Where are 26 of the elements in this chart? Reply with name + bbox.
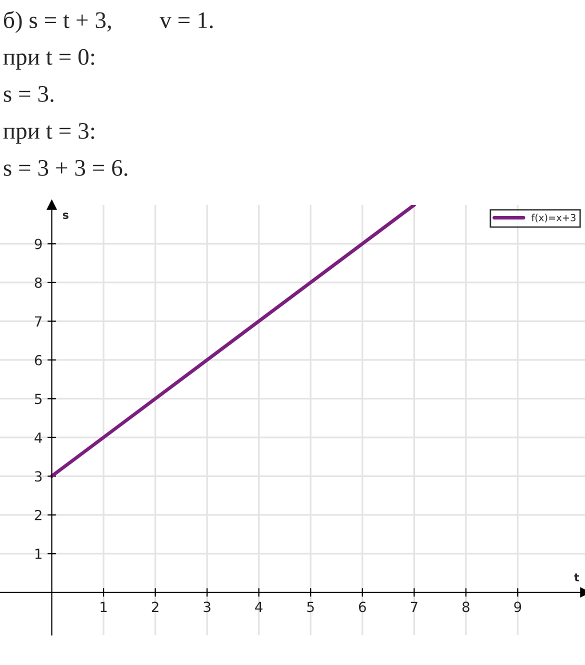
y-tick-label: 8 [34, 277, 42, 288]
y-axis-title: s [62, 212, 68, 220]
y-tick-label: 5 [34, 394, 42, 404]
y-tick-label: 4 [34, 432, 42, 443]
x-tick-label: 9 [514, 602, 522, 612]
x-tick-label: 8 [462, 602, 470, 612]
y-tick-label: 9 [34, 238, 42, 250]
y-tick-label: 2 [34, 510, 42, 520]
x-tick-label: 2 [152, 602, 158, 612]
y-tick-label: 7 [35, 316, 42, 326]
x-tick-label: 5 [307, 602, 314, 612]
text: s = 3. [4, 86, 54, 102]
y-tick-label: 3 [34, 471, 42, 482]
x-tick-label: 6 [358, 602, 366, 612]
text: s = 3 + 3 = 6. [4, 160, 128, 176]
x-tick-label: 7 [410, 602, 418, 612]
x-axis-title: t [574, 573, 580, 582]
x-tick-label: 4 [255, 602, 262, 612]
text: б) s = t + 3, v = 1. [4, 11, 213, 33]
y-tick-label: 1 [35, 548, 42, 559]
y-tick-label: 6 [34, 354, 42, 366]
legend-label: f(x)=x+3 [531, 214, 576, 222]
x-tick-label: 3 [204, 602, 210, 612]
x-tick-label: 1 [100, 602, 107, 612]
text: при t = 3: [3, 123, 94, 144]
text: при t = 0: [3, 48, 94, 70]
